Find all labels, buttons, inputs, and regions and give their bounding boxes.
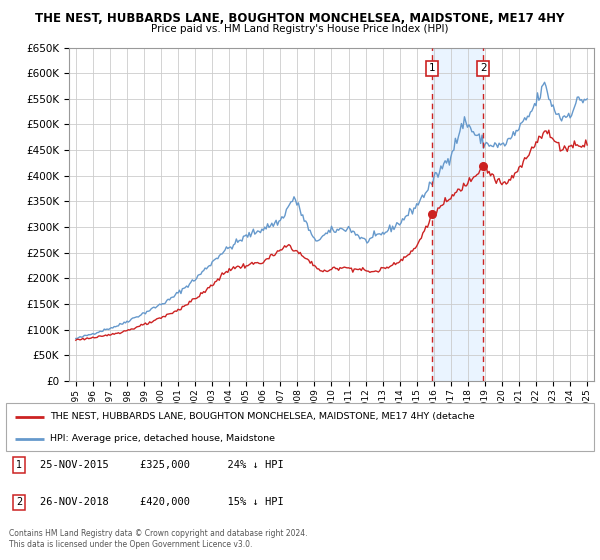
Text: 1: 1	[16, 460, 22, 470]
Text: THE NEST, HUBBARDS LANE, BOUGHTON MONCHELSEA, MAIDSTONE, ME17 4HY: THE NEST, HUBBARDS LANE, BOUGHTON MONCHE…	[35, 12, 565, 25]
Text: Price paid vs. HM Land Registry's House Price Index (HPI): Price paid vs. HM Land Registry's House …	[151, 24, 449, 34]
Text: 26-NOV-2018     £420,000      15% ↓ HPI: 26-NOV-2018 £420,000 15% ↓ HPI	[40, 497, 284, 507]
Text: Contains HM Land Registry data © Crown copyright and database right 2024.
This d: Contains HM Land Registry data © Crown c…	[9, 529, 308, 549]
Bar	[432, 48, 483, 381]
FancyBboxPatch shape	[6, 403, 594, 451]
Text: 25-NOV-2015     £325,000      24% ↓ HPI: 25-NOV-2015 £325,000 24% ↓ HPI	[40, 460, 284, 470]
Text: 2: 2	[16, 497, 22, 507]
Text: HPI: Average price, detached house, Maidstone: HPI: Average price, detached house, Maid…	[50, 435, 275, 444]
Text: 1: 1	[429, 63, 436, 73]
Text: THE NEST, HUBBARDS LANE, BOUGHTON MONCHELSEA, MAIDSTONE, ME17 4HY (detache: THE NEST, HUBBARDS LANE, BOUGHTON MONCHE…	[50, 412, 475, 421]
Text: 2: 2	[480, 63, 487, 73]
